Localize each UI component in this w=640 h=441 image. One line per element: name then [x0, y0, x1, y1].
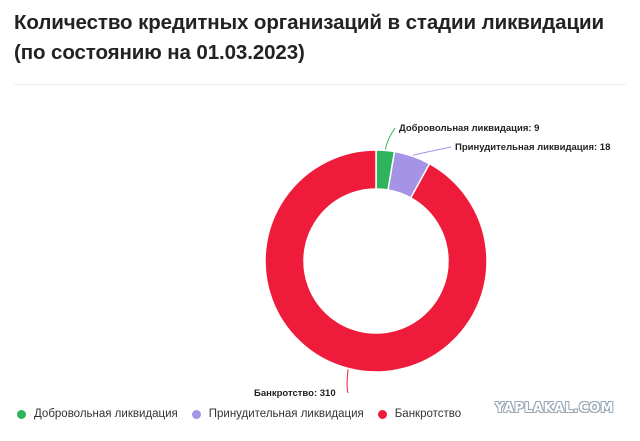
chart-title: Количество кредитных организаций в стади…	[14, 11, 604, 64]
legend-label-forced: Принудительная ликвидация	[208, 408, 364, 420]
legend-dot-forced	[191, 409, 201, 419]
legend-dot-voluntary	[17, 409, 26, 419]
label-bankruptcy: Банкротство: 310	[254, 388, 336, 399]
legend-item-voluntary[interactable]: Добровольная ликвидация	[17, 408, 178, 420]
leader-line-forced	[412, 146, 452, 156]
divider	[14, 84, 626, 85]
leader-line-bankruptcy	[346, 369, 349, 394]
slice-bankruptcy[interactable]	[264, 149, 488, 373]
label-voluntary: Добровольная ликвидация: 9	[399, 123, 539, 134]
leader-line-voluntary	[384, 127, 396, 150]
watermark: YAPLAKAL.COM	[495, 401, 614, 416]
legend-label-voluntary: Добровольная ликвидация	[34, 408, 178, 420]
legend-item-bankruptcy[interactable]: Банкротство	[377, 408, 462, 420]
legend-label-bankruptcy: Банкротство	[394, 408, 462, 420]
label-forced: Принудительная ликвидация: 18	[455, 142, 610, 153]
legend: Добровольная ликвидация Принудительная л…	[17, 408, 475, 420]
legend-item-forced[interactable]: Принудительная ликвидация	[191, 408, 364, 420]
legend-dot-bankruptcy	[377, 409, 387, 419]
